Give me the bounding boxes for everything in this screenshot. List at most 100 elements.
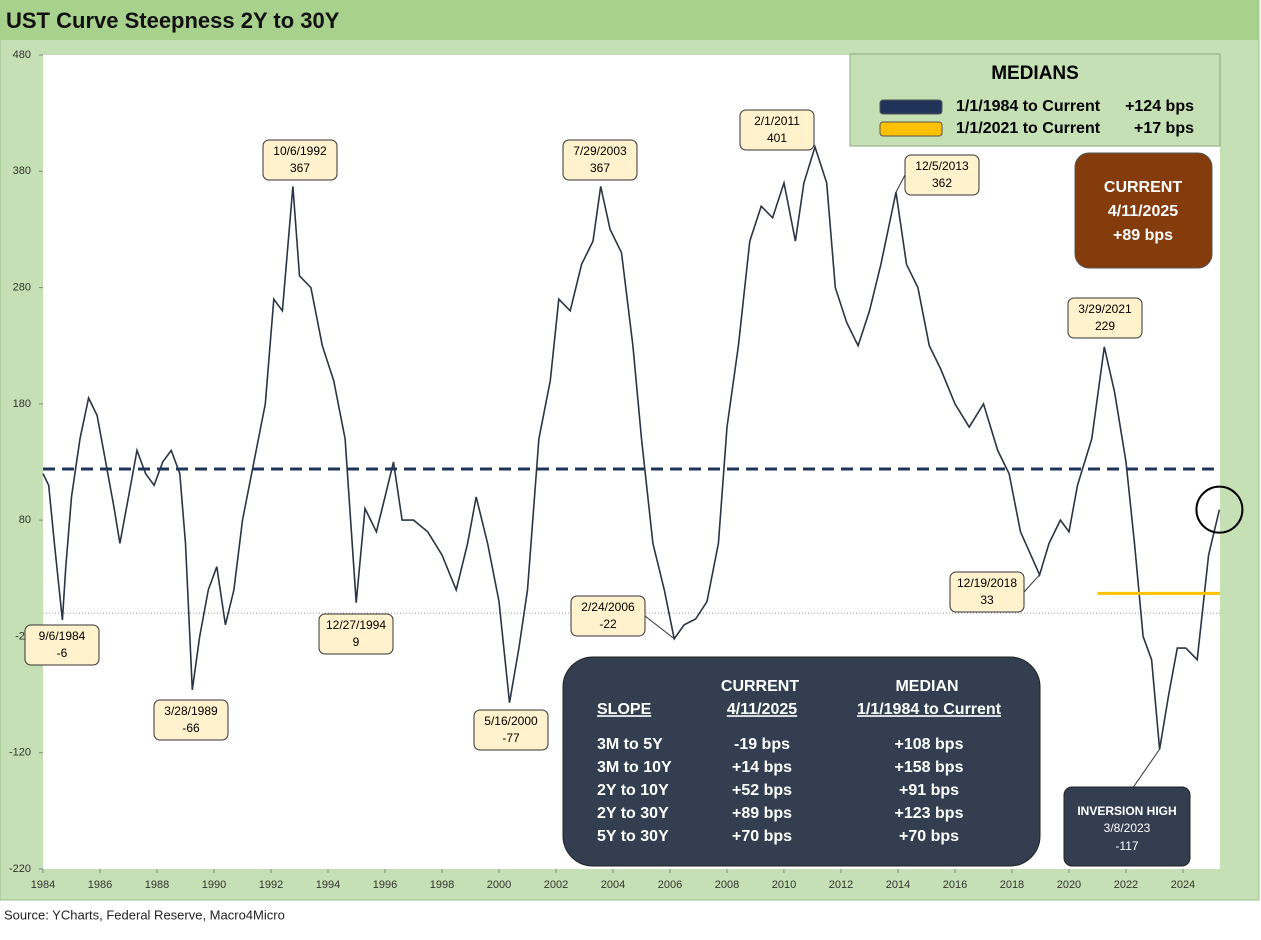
annotation-value: -6 xyxy=(57,646,68,660)
annotation-value: -77 xyxy=(502,731,520,745)
leader-line xyxy=(895,174,906,193)
medians-title: MEDIANS xyxy=(991,63,1079,84)
annotation-box xyxy=(904,154,980,196)
x-tick-label: 2022 xyxy=(1114,879,1138,891)
annotation-box xyxy=(24,624,100,666)
x-tick-label: 2000 xyxy=(487,879,511,891)
annotation-date: 3/28/1989 xyxy=(164,704,218,718)
annotation-value: 367 xyxy=(590,161,610,175)
annotation-date: 9/6/1984 xyxy=(39,629,86,643)
current-title: CURRENT xyxy=(1104,179,1182,196)
x-tick-label: 2006 xyxy=(658,879,682,891)
table-header: 1/1/1984 to Current xyxy=(857,701,1002,718)
y-tick-label: 380 xyxy=(13,165,31,177)
annotation-box xyxy=(949,571,1025,613)
table-cell: +70 bps xyxy=(732,828,792,845)
legend-label: 1/1/2021 to Current xyxy=(956,120,1101,137)
annotation-box xyxy=(318,613,394,655)
leader-line xyxy=(1129,748,1160,793)
source: Source: YCharts, Federal Reserve, Macro4… xyxy=(4,907,285,922)
annotation-value: -22 xyxy=(599,617,617,631)
inversion-value: -117 xyxy=(1115,839,1138,853)
table-cell: 3M to 5Y xyxy=(597,736,663,753)
annotation-value: 229 xyxy=(1095,319,1115,333)
annotation-date: 2/1/2011 xyxy=(754,114,800,128)
table-cell: -19 bps xyxy=(734,736,790,753)
inversion-date: 3/8/2023 xyxy=(1104,821,1151,835)
y-tick-label: 180 xyxy=(13,398,31,410)
table-cell: +52 bps xyxy=(732,782,792,799)
annotation-value: 367 xyxy=(290,161,310,175)
legend-swatch xyxy=(879,121,943,137)
legend-value: +17 bps xyxy=(1134,120,1194,137)
annotation-value: 33 xyxy=(980,593,994,607)
table-cell: +123 bps xyxy=(895,805,964,822)
table-cell: +70 bps xyxy=(899,828,959,845)
annotation-box xyxy=(262,139,338,181)
y-tick-label: 280 xyxy=(13,281,31,293)
annotation-date: 2/24/2006 xyxy=(581,600,635,614)
chart-title: UST Curve Steepness 2Y to 30Y xyxy=(6,8,340,33)
x-tick-label: 1984 xyxy=(31,879,55,891)
table-box xyxy=(562,656,1041,867)
inversion-title: INVERSION HIGH xyxy=(1077,804,1176,818)
annotation-box xyxy=(562,139,638,181)
table-cell: +14 bps xyxy=(732,759,792,776)
annotation-box xyxy=(1067,297,1143,339)
x-tick-label: 1998 xyxy=(430,879,454,891)
title-bar xyxy=(0,0,1259,40)
x-tick-label: 2016 xyxy=(943,879,967,891)
x-tick-label: 1994 xyxy=(316,879,340,891)
annotation-box xyxy=(570,595,646,637)
x-tick-label: 1988 xyxy=(145,879,169,891)
table-header: 4/11/2025 xyxy=(727,701,797,718)
annotation-date: 7/29/2003 xyxy=(573,144,627,158)
current-date: 4/11/2025 xyxy=(1108,203,1178,220)
table-header: CURRENT xyxy=(721,678,799,695)
leader-line xyxy=(644,615,675,640)
x-tick-label: 2020 xyxy=(1057,879,1081,891)
x-tick-label: 2004 xyxy=(601,879,625,891)
table-cell: +91 bps xyxy=(899,782,959,799)
y-tick-label: 80 xyxy=(19,514,31,526)
y-tick-label: -220 xyxy=(9,863,31,875)
x-tick-label: 2012 xyxy=(829,879,853,891)
x-tick-label: 2010 xyxy=(772,879,796,891)
annotation-box xyxy=(153,699,229,741)
table-cell: +158 bps xyxy=(895,759,964,776)
x-tick-label: 1996 xyxy=(373,879,397,891)
annotation-date: 12/19/2018 xyxy=(957,576,1017,590)
inversion-box xyxy=(1063,786,1191,867)
x-tick-label: 2024 xyxy=(1171,879,1195,891)
legend-swatch xyxy=(879,99,943,115)
annotation-box xyxy=(473,709,549,751)
annotation-value: -66 xyxy=(182,721,200,735)
annotation-value: 362 xyxy=(932,176,952,190)
annotation-box xyxy=(739,109,815,151)
current-box xyxy=(1074,152,1213,269)
series-line xyxy=(42,144,1221,750)
x-tick-label: 1986 xyxy=(88,879,112,891)
x-tick-label: 2008 xyxy=(715,879,739,891)
leader-line xyxy=(1023,574,1040,593)
y-tick-label: 480 xyxy=(13,49,31,61)
annotation-date: 10/6/1992 xyxy=(273,144,327,158)
annotation-value: 401 xyxy=(767,131,787,145)
annotation-date: 5/16/2000 xyxy=(484,714,538,728)
legend-value: +124 bps xyxy=(1125,98,1194,115)
x-tick-label: 2002 xyxy=(544,879,568,891)
annotation-date: 12/27/1994 xyxy=(326,618,386,632)
x-tick-label: 1992 xyxy=(259,879,283,891)
current-marker xyxy=(1195,485,1244,534)
annotation-date: 3/29/2021 xyxy=(1078,302,1132,316)
table-cell: +89 bps xyxy=(732,805,792,822)
x-tick-label: 2014 xyxy=(886,879,910,891)
current-value_label: +89 bps xyxy=(1113,227,1173,244)
table-cell: 3M to 10Y xyxy=(597,759,672,776)
x-tick-label: 1990 xyxy=(202,879,226,891)
table-cell: 5Y to 30Y xyxy=(597,828,669,845)
table-header: SLOPE xyxy=(597,701,652,718)
y-tick-label: -120 xyxy=(9,747,31,759)
table-cell: 2Y to 10Y xyxy=(597,782,669,799)
